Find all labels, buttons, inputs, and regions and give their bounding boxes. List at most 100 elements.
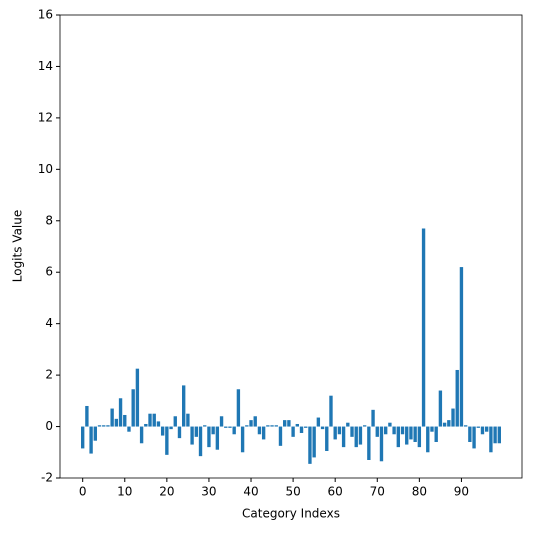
bar (379, 426, 384, 462)
bar (165, 426, 169, 455)
bar (207, 426, 211, 448)
bar (156, 421, 161, 427)
bar (232, 426, 236, 435)
bar (186, 413, 190, 427)
bar (135, 368, 140, 427)
bar (320, 426, 325, 430)
bar (274, 425, 278, 427)
bar (325, 426, 329, 451)
bar (392, 426, 396, 435)
bar (228, 426, 232, 428)
bar (177, 426, 182, 439)
bar (270, 425, 274, 427)
bar (245, 425, 249, 427)
y-tick-label: 0 (45, 419, 53, 433)
bar (106, 425, 110, 427)
bar (287, 420, 291, 427)
bar (304, 426, 308, 428)
bar (375, 426, 379, 437)
y-tick-label: 4 (45, 316, 53, 330)
bar (346, 422, 350, 427)
bar (81, 426, 85, 449)
bar (249, 420, 253, 427)
bar (160, 426, 165, 436)
bar (127, 426, 131, 432)
x-axis-label: Category Indexs (242, 507, 340, 521)
bar (388, 422, 392, 427)
y-tick-label: 12 (38, 110, 53, 124)
y-tick-label: -2 (41, 471, 53, 485)
bar (497, 426, 501, 444)
bar (85, 405, 89, 427)
bar (400, 426, 405, 435)
bar (257, 426, 262, 435)
bar (493, 426, 497, 444)
bar (316, 417, 321, 427)
plot-frame (59, 14, 523, 479)
bar (405, 426, 409, 445)
x-tick-label: 0 (79, 485, 87, 499)
bar (169, 426, 173, 430)
bar (123, 414, 127, 427)
bar (299, 426, 304, 433)
bar (362, 425, 367, 427)
x-tick-label: 90 (454, 485, 469, 499)
bar (182, 385, 186, 427)
bar (173, 416, 177, 427)
bar (455, 369, 459, 427)
x-tick-label: 60 (328, 485, 343, 499)
bar (447, 420, 451, 427)
bar (434, 426, 438, 442)
bar (190, 426, 194, 445)
bar (459, 267, 464, 427)
y-tick-label: 8 (45, 213, 53, 227)
bar (278, 426, 283, 446)
bar (476, 426, 480, 428)
bar (198, 426, 203, 457)
y-axis-label: Logits Value (11, 210, 25, 283)
bar (295, 423, 299, 427)
x-tick-label: 30 (201, 485, 216, 499)
bar (266, 425, 270, 427)
bar (144, 423, 148, 427)
bar (114, 418, 119, 427)
x-tick-label: 50 (285, 485, 300, 499)
x-tick-label: 80 (412, 485, 427, 499)
bar (409, 426, 413, 440)
y-tick-label: 2 (45, 368, 53, 382)
y-tick-label: 16 (38, 8, 53, 22)
x-tick-label: 20 (159, 485, 174, 499)
bar (253, 416, 257, 427)
x-tick-label: 10 (117, 485, 132, 499)
bar (224, 426, 228, 428)
bar (261, 426, 266, 440)
bar (329, 395, 333, 427)
bar (451, 408, 455, 427)
bar (236, 389, 241, 427)
bar (118, 398, 123, 427)
y-tick-label: 10 (38, 162, 53, 176)
bar (131, 389, 135, 427)
bar (148, 413, 152, 427)
bar (367, 426, 371, 460)
bar (489, 426, 493, 453)
bar (93, 426, 97, 441)
bar (283, 420, 287, 427)
bar (139, 426, 144, 444)
bar (468, 426, 472, 442)
bar (89, 426, 93, 454)
bar (350, 426, 354, 437)
bar (194, 426, 198, 437)
bar (97, 425, 102, 427)
bar (354, 426, 358, 448)
bar (463, 425, 468, 427)
bar (333, 426, 337, 440)
bar (485, 426, 489, 432)
bar (152, 413, 156, 427)
bar (371, 409, 375, 427)
bar (219, 416, 224, 427)
bar (337, 426, 342, 435)
bar (472, 426, 476, 449)
bar (312, 426, 316, 458)
